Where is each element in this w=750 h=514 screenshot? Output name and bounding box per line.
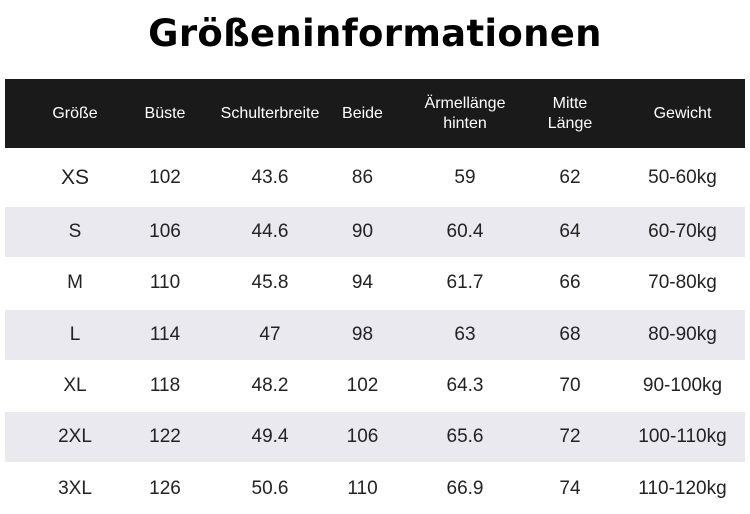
cell-weight: 80-90kg — [648, 323, 717, 345]
table-row: M 110 45.8 94 61.7 66 70-80kg — [5, 257, 745, 308]
table-row: XS 102 43.6 86 59 62 50-60kg — [5, 148, 745, 206]
table-row: S 106 44.6 90 60.4 64 60-70kg — [5, 206, 745, 258]
cell-middle-length: 72 — [559, 426, 581, 448]
cell-sleeve-length: 63 — [454, 323, 476, 345]
cell-both: 110 — [347, 477, 378, 499]
cell-weight: 60-70kg — [648, 221, 717, 243]
header-middle-length: Mitte Länge — [547, 94, 593, 132]
cell-middle-length: 66 — [559, 272, 581, 294]
header-weight: Gewicht — [653, 104, 712, 122]
cell-sleeve-length: 64.3 — [446, 375, 484, 397]
cell-both: 98 — [351, 323, 374, 345]
cell-weight: 50-60kg — [648, 166, 717, 188]
cell-size: 3XL — [58, 477, 92, 499]
page-title: Größeninformationen — [148, 12, 602, 55]
header-bust: Büste — [144, 104, 186, 122]
cell-shoulder-width: 48.2 — [251, 375, 289, 397]
header-shoulder-width: Schulterbreite — [220, 104, 320, 122]
cell-middle-length: 68 — [559, 323, 581, 345]
cell-size: XL — [63, 375, 87, 397]
cell-both: 86 — [351, 166, 374, 188]
cell-weight: 70-80kg — [648, 272, 717, 294]
cell-both: 94 — [351, 272, 374, 294]
table-header: Größe Büste Schulterbreite Beide Ärmellä… — [5, 79, 745, 148]
table-row: XL 118 48.2 102 64.3 70 90-100kg — [5, 359, 745, 411]
cell-shoulder-width: 50.6 — [251, 477, 289, 499]
cell-bust: 118 — [149, 375, 181, 397]
cell-sleeve-length: 60.4 — [446, 221, 484, 243]
header-both: Beide — [342, 104, 383, 122]
cell-middle-length: 62 — [559, 166, 581, 188]
cell-weight: 90-100kg — [642, 375, 723, 397]
cell-weight: 110-120kg — [638, 477, 727, 499]
size-table: Größe Büste Schulterbreite Beide Ärmellä… — [5, 79, 745, 514]
cell-shoulder-width: 49.4 — [251, 426, 289, 448]
header-sleeve-length: Ärmellänge hinten — [424, 94, 506, 132]
cell-shoulder-width: 44.6 — [251, 221, 289, 243]
cell-both: 106 — [346, 426, 379, 448]
cell-weight: 100-110kg — [638, 426, 727, 448]
cell-sleeve-length: 61.7 — [446, 272, 484, 294]
cell-bust: 114 — [149, 323, 181, 345]
cell-bust: 106 — [149, 221, 181, 243]
cell-middle-length: 74 — [559, 477, 581, 499]
cell-middle-length: 64 — [559, 221, 581, 243]
header-size: Größe — [52, 104, 98, 122]
cell-bust: 126 — [149, 477, 181, 499]
cell-size: L — [69, 323, 81, 345]
table-row: 3XL 126 50.6 110 66.9 74 110-120kg — [5, 462, 745, 513]
cell-size: XS — [60, 165, 89, 189]
cell-size: M — [67, 272, 83, 294]
cell-bust: 102 — [149, 166, 181, 188]
table-row: 2XL 122 49.4 106 65.6 72 100-110kg — [5, 411, 745, 463]
cell-both: 102 — [346, 375, 379, 397]
cell-bust: 122 — [149, 426, 181, 448]
cell-shoulder-width: 47 — [259, 323, 281, 345]
cell-sleeve-length: 59 — [454, 166, 476, 188]
cell-size: S — [68, 221, 82, 243]
cell-sleeve-length: 66.9 — [446, 477, 484, 499]
cell-size: 2XL — [58, 426, 92, 448]
cell-bust: 110 — [149, 272, 181, 294]
cell-both: 90 — [351, 221, 374, 243]
table-row: L 114 47 98 63 68 80-90kg — [5, 308, 745, 360]
cell-sleeve-length: 65.6 — [446, 426, 484, 448]
cell-shoulder-width: 45.8 — [251, 272, 289, 294]
cell-middle-length: 70 — [559, 375, 581, 397]
cell-shoulder-width: 43.6 — [251, 166, 289, 188]
